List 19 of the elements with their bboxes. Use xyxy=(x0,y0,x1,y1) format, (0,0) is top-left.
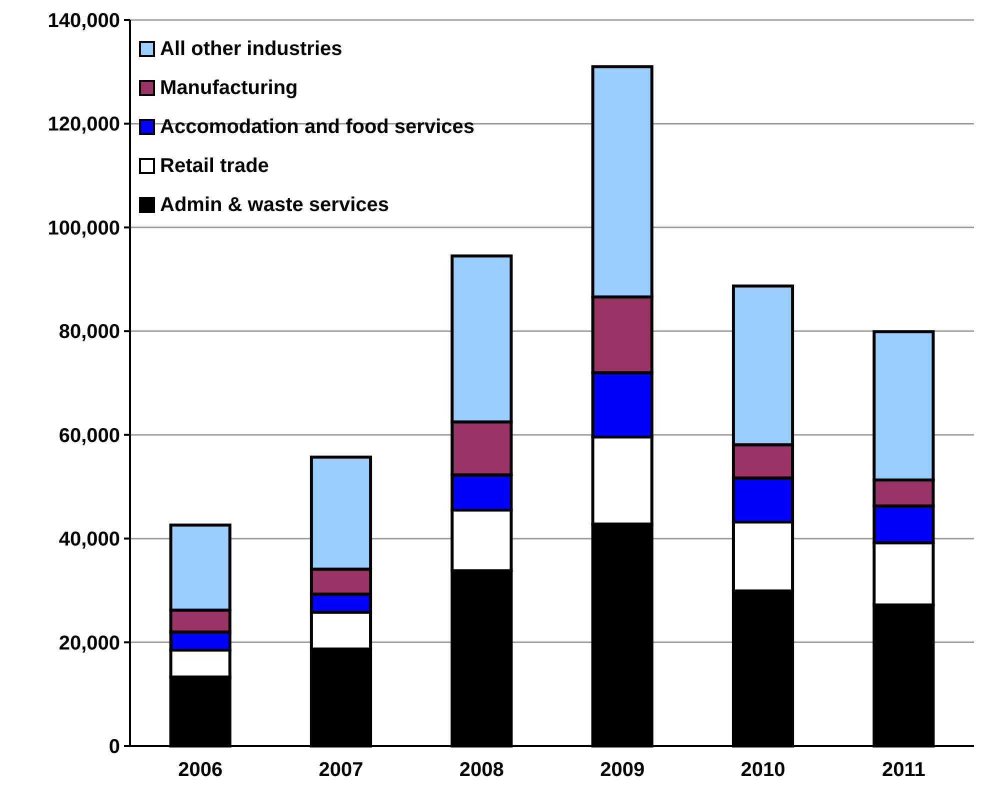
legend-label: Admin & waste services xyxy=(160,194,389,216)
legend-label: Retail trade xyxy=(160,155,269,177)
legend-label: Manufacturing xyxy=(160,77,298,99)
x-tick-label: 2010 xyxy=(740,759,786,781)
y-tick-label: 60,000 xyxy=(58,424,120,447)
legend-label: All other industries xyxy=(160,38,342,60)
y-tick-label: 20,000 xyxy=(58,632,120,654)
y-tick-label: 100,000 xyxy=(48,217,120,240)
y-tick-label: 80,000 xyxy=(58,321,120,344)
x-tick-label: 2008 xyxy=(459,759,504,781)
y-tick-label: 120,000 xyxy=(48,114,120,136)
legend-label: Accomodation and food services xyxy=(160,116,475,138)
y-tick-label: 140,000 xyxy=(48,10,120,32)
x-tick-label: 2009 xyxy=(600,759,645,781)
y-tick-label: 0 xyxy=(108,736,120,758)
x-tick-label: 2007 xyxy=(318,759,364,781)
x-tick-label: 2011 xyxy=(882,759,926,781)
y-tick-label: 40,000 xyxy=(58,528,120,551)
x-tick-label: 2006 xyxy=(178,759,223,781)
